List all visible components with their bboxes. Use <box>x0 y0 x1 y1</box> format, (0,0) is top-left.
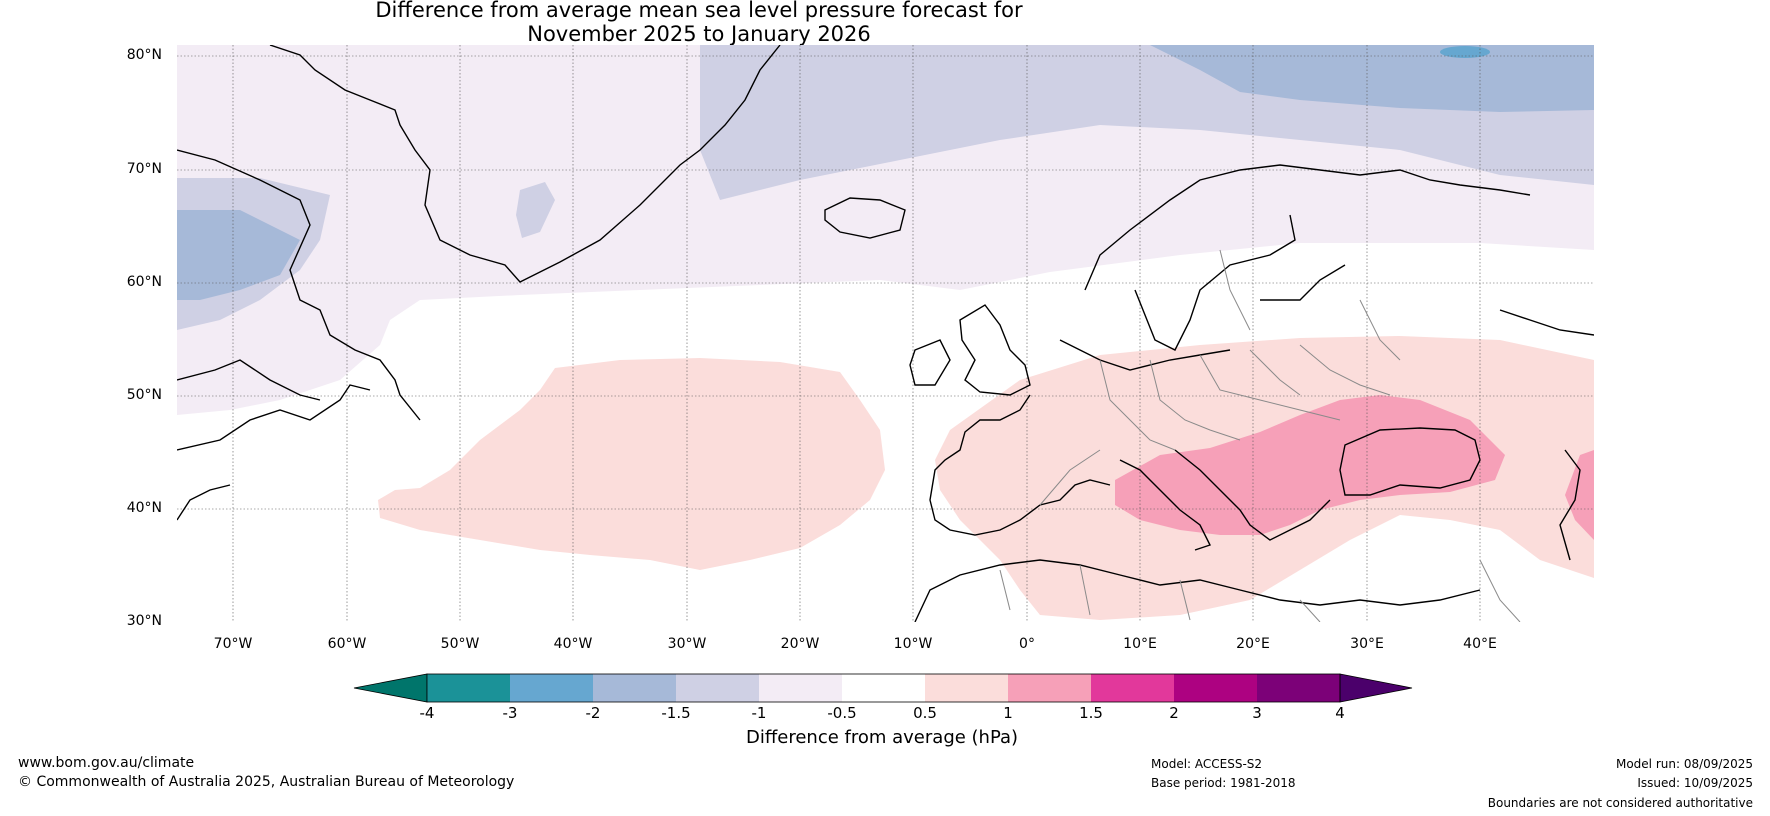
lon-label-0: 0° <box>1019 636 1035 652</box>
colorbar-segment <box>593 674 676 702</box>
colorbar-segment <box>510 674 593 702</box>
footer-website: www.bom.gov.au/climate <box>18 755 195 771</box>
colorbar-tick-label: -1 <box>751 704 767 722</box>
lon-label-20w: 20°W <box>780 636 820 652</box>
lon-label-10e: 10°E <box>1123 636 1157 652</box>
colorbar-arrow-max <box>1339 673 1413 703</box>
footer-model: Model: ACCESS-S2 <box>1151 757 1263 771</box>
colorbar-outline <box>426 673 1341 703</box>
colorbar-tick-label: -2 <box>585 704 601 722</box>
anomaly-region-negative-core <box>1440 46 1490 58</box>
colorbar-tick-label: 4 <box>1335 704 1345 722</box>
colorbar <box>353 673 1413 703</box>
colorbar-tick-label: -4 <box>419 704 435 722</box>
colorbar-segment <box>1091 674 1174 702</box>
colorbar-segment <box>1008 674 1091 702</box>
colorbar-segment <box>925 674 1008 702</box>
lat-label-50n: 50°N <box>126 387 162 403</box>
colorbar-arrow-min <box>353 673 428 703</box>
colorbar-tick-label: -3 <box>502 704 518 722</box>
lon-label-60w: 60°W <box>327 636 367 652</box>
colorbar-label: Difference from average (hPa) <box>746 727 1019 748</box>
lon-label-20e: 20°E <box>1236 636 1270 652</box>
footer-base-period: Base period: 1981-2018 <box>1151 776 1296 790</box>
lon-label-40e: 40°E <box>1463 636 1497 652</box>
title-line-2: November 2025 to January 2026 <box>527 22 871 46</box>
colorbar-tick-label: 1.5 <box>1079 704 1103 722</box>
colorbar-tick-label: 1 <box>1003 704 1013 722</box>
title-line-1: Difference from average mean sea level p… <box>375 0 1023 22</box>
footer-copyright: © Commonwealth of Australia 2025, Austra… <box>18 774 515 790</box>
anomaly-region-negative-light <box>177 45 1594 415</box>
colorbar-tick-label: 2 <box>1169 704 1179 722</box>
lat-label-30n: 30°N <box>126 613 162 629</box>
anomaly-region-negative-strong <box>1150 45 1594 112</box>
colorbar-segment <box>759 674 842 702</box>
anomaly-region-negative-medium-greenland <box>516 182 555 238</box>
lon-label-40w: 40°W <box>553 636 593 652</box>
colorbar-tick-label: -0.5 <box>827 704 857 722</box>
anomaly-region-positive-atlantic <box>378 358 885 570</box>
lon-label-30e: 30°E <box>1350 636 1384 652</box>
colorbar-segment <box>1174 674 1257 702</box>
lat-label-60n: 60°N <box>126 274 162 290</box>
colorbar-tick-label: 0.5 <box>913 704 937 722</box>
footer-issued: Issued: 10/09/2025 <box>1637 776 1753 790</box>
lat-label-40n: 40°N <box>126 500 162 516</box>
colorbar-segment <box>1257 674 1340 702</box>
lat-label-80n: 80°N <box>126 47 162 63</box>
anomaly-region-negative-strong-west <box>177 210 300 300</box>
footer-model-run: Model run: 08/09/2025 <box>1615 757 1753 771</box>
country-borders <box>999 249 1521 622</box>
colorbar-tick-label: -1.5 <box>661 704 691 722</box>
footer-disclaimer: Boundaries are not considered authoritat… <box>1487 796 1753 810</box>
lat-label-70n: 70°N <box>126 161 162 177</box>
chart-title: Difference from average mean sea level p… <box>0 0 1398 46</box>
anomaly-region-positive-balkans <box>1115 395 1505 535</box>
colorbar-segment <box>427 674 510 702</box>
graticule <box>177 45 1594 622</box>
lon-label-70w: 70°W <box>213 636 253 652</box>
colorbar-segment <box>676 674 759 702</box>
anomaly-region-positive-caucasus <box>1565 450 1594 540</box>
coastlines <box>177 45 1594 622</box>
lon-label-50w: 50°W <box>440 636 480 652</box>
lon-label-30w: 30°W <box>667 636 707 652</box>
lon-label-10w: 10°W <box>893 636 933 652</box>
colorbar-segment <box>842 674 925 702</box>
colorbar-tick-label: 3 <box>1252 704 1262 722</box>
